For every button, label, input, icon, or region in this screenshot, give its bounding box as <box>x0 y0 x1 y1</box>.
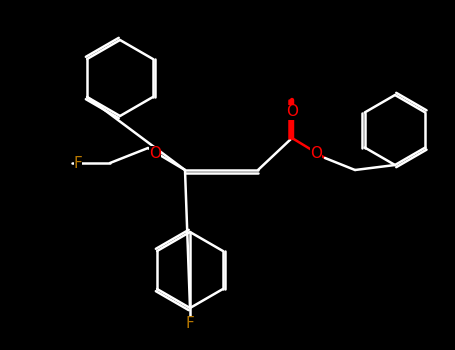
Text: F: F <box>74 155 82 170</box>
Text: F: F <box>186 315 194 330</box>
Text: O: O <box>149 146 161 161</box>
Text: O: O <box>310 147 322 161</box>
Text: O: O <box>286 105 298 119</box>
